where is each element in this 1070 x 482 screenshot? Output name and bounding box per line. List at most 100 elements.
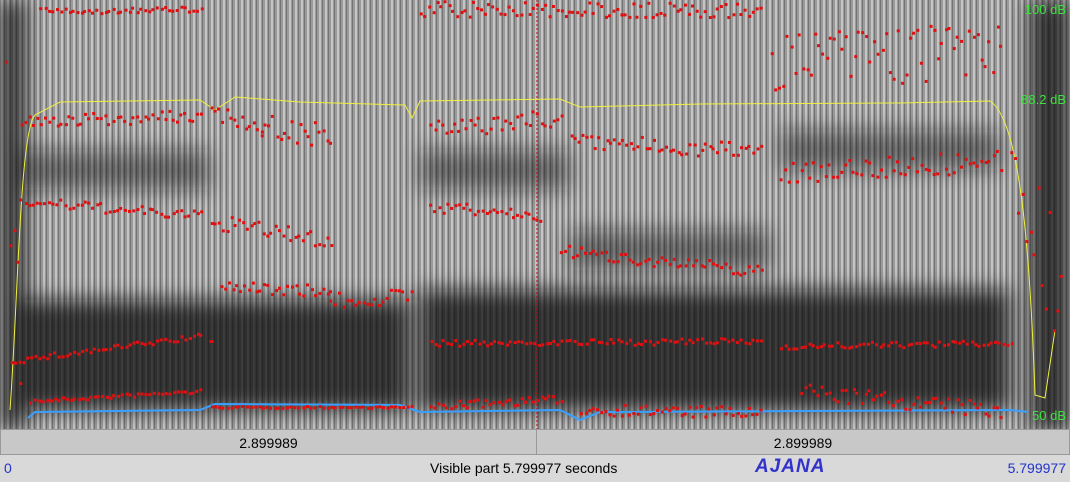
formant-point: [241, 405, 245, 409]
formant-point: [600, 251, 604, 255]
formant-point: [187, 10, 191, 14]
formant-point: [309, 406, 313, 410]
formant-point: [918, 342, 922, 346]
formant-point: [61, 355, 65, 359]
formant-point: [168, 109, 172, 113]
formant-point: [844, 35, 848, 39]
formant-point: [226, 108, 230, 112]
formant-point: [747, 265, 751, 269]
formant-point: [62, 396, 66, 400]
formant-point: [450, 343, 454, 347]
formant-point: [551, 395, 555, 399]
formant-point: [756, 264, 760, 268]
formant-point: [972, 402, 976, 406]
formant-point: [436, 1, 440, 5]
formant-point: [277, 406, 281, 410]
formant-point: [139, 7, 143, 11]
formant-point: [535, 112, 539, 116]
formant-point: [956, 398, 960, 402]
formant-point: [971, 340, 975, 344]
formant-point: [883, 391, 887, 395]
formant-point: [484, 399, 488, 403]
formant-point: [168, 339, 172, 343]
formant-point: [487, 3, 491, 7]
formant-point: [688, 338, 692, 342]
formant-point: [13, 229, 17, 233]
formant-point: [899, 172, 903, 176]
formant-point: [902, 346, 906, 350]
formant-point: [450, 407, 454, 411]
formant-point: [683, 412, 687, 416]
formant-point: [900, 398, 904, 402]
formant-point: [24, 120, 28, 124]
formant-point: [831, 175, 835, 179]
formant-point: [664, 407, 668, 411]
formant-point: [617, 338, 621, 342]
formant-point: [501, 403, 505, 407]
formant-point: [792, 347, 796, 351]
formant-point: [531, 110, 535, 114]
formant-point: [1006, 343, 1010, 347]
visible-duration[interactable]: Visible part 5.799977 seconds: [430, 460, 618, 476]
formant-point: [579, 246, 583, 250]
formant-point: [479, 8, 483, 12]
formant-point: [848, 158, 852, 162]
formant-point: [73, 350, 77, 354]
formant-point: [361, 405, 365, 409]
formant-point: [708, 258, 712, 262]
formant-point: [120, 346, 124, 350]
formant-point: [910, 342, 914, 346]
formant-point: [89, 351, 93, 355]
formant-point: [964, 73, 968, 77]
formant-point: [656, 340, 660, 344]
formant-point: [381, 406, 385, 410]
formant-point: [794, 71, 798, 75]
formant-point: [836, 341, 840, 345]
formant-point: [444, 406, 448, 410]
formant-point: [250, 224, 254, 228]
formant-point: [42, 355, 46, 359]
selection-left[interactable]: 2.899989: [0, 429, 537, 455]
formant-point: [961, 339, 965, 343]
formant-point: [381, 300, 385, 304]
formant-point: [52, 351, 56, 355]
formant-point: [464, 127, 468, 131]
formant-point: [52, 116, 56, 120]
selection-right[interactable]: 2.899989: [536, 429, 1070, 455]
formant-point: [448, 4, 452, 8]
formant-point: [887, 155, 891, 159]
formant-point: [20, 123, 24, 127]
formant-point: [612, 9, 616, 13]
formant-point: [160, 7, 164, 11]
formant-point: [366, 302, 370, 306]
start-time[interactable]: 0: [4, 460, 12, 476]
formant-point: [752, 269, 756, 273]
formant-point: [499, 12, 503, 16]
formant-point: [547, 394, 551, 398]
formant-point: [224, 287, 228, 291]
formant-point: [429, 203, 433, 207]
formant-point: [136, 115, 140, 119]
formant-point: [454, 339, 458, 343]
spectrogram: [0, 0, 1070, 429]
formant-point: [744, 414, 748, 418]
formant-point: [303, 129, 307, 133]
formant-point: [104, 348, 108, 352]
end-time[interactable]: 5.799977: [1007, 460, 1066, 476]
formant-point: [151, 208, 155, 212]
formant-point: [374, 405, 378, 409]
formant-point: [454, 204, 458, 208]
formant-point: [183, 215, 187, 219]
formant-point: [358, 405, 362, 409]
formant-point: [100, 12, 104, 16]
formant-point: [736, 271, 740, 275]
formant-point: [688, 405, 692, 409]
formant-point: [855, 345, 859, 349]
formant-point: [715, 406, 719, 410]
formant-point: [337, 291, 341, 295]
formant-point: [39, 202, 43, 206]
formant-point: [967, 29, 971, 33]
formant-point: [309, 230, 313, 234]
formant-point: [525, 342, 529, 346]
formant-point: [515, 213, 519, 217]
